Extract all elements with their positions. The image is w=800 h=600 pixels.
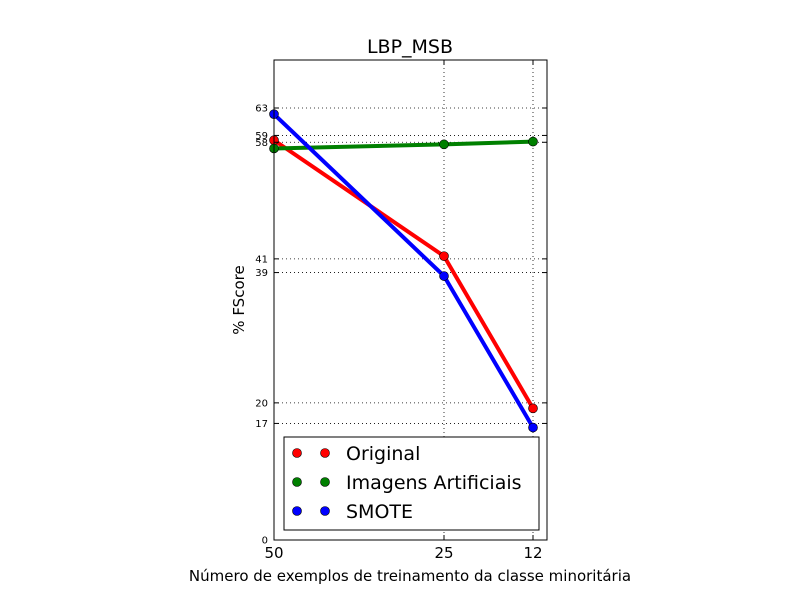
series-smote	[269, 109, 538, 433]
y-tick-label: 63	[255, 104, 268, 115]
x-tick-label: 12	[523, 544, 542, 562]
data-point	[439, 139, 449, 150]
x-axis-label: Número de exemplos de treinamento da cla…	[189, 567, 631, 585]
data-point	[528, 136, 538, 147]
legend-marker	[292, 477, 302, 487]
y-tick-label: 59	[255, 131, 268, 142]
legend-label: Original	[346, 443, 420, 465]
series-imagens-artificiais	[269, 136, 538, 154]
data-point	[528, 403, 538, 414]
y-tick-label: 58	[255, 138, 268, 149]
y-tick-label: 20	[255, 398, 268, 409]
legend-marker	[292, 448, 302, 458]
legend-label: Imagens Artificiais	[346, 472, 522, 494]
y-axis-label: % FScore	[230, 265, 248, 334]
data-point	[439, 271, 449, 281]
legend-label: SMOTE	[346, 501, 413, 523]
legend-marker	[320, 477, 330, 487]
plot-frame	[273, 59, 548, 541]
legend-marker	[320, 506, 330, 516]
legend-marker	[292, 506, 302, 516]
data-point	[528, 422, 538, 433]
y-tick-label: 0	[262, 536, 268, 547]
x-tick-label: 50	[264, 544, 283, 562]
x-tick-label: 25	[434, 544, 453, 562]
y-tick-label: 41	[255, 254, 268, 265]
y-tick-label: 17	[255, 419, 268, 430]
legend-marker	[320, 448, 330, 458]
data-point	[439, 251, 449, 261]
y-tick-label: 39	[255, 268, 268, 279]
chart-title: LBP_MSB	[367, 36, 453, 58]
legend: Original Imagens Artificiais SMOTE	[283, 436, 540, 531]
